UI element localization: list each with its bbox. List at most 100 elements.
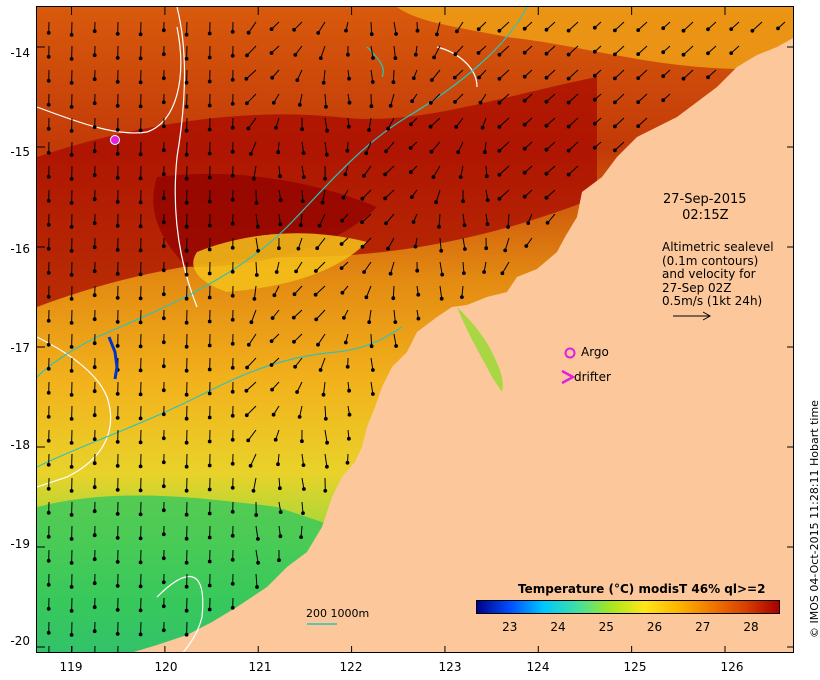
velocity-arrow-head (249, 320, 254, 325)
axis-ticks (37, 7, 793, 652)
velocity-arrow-head (566, 172, 571, 177)
velocity-arrow (315, 285, 326, 296)
velocity-arrow-head (506, 225, 511, 229)
velocity-arrow-head (207, 31, 212, 36)
velocity-arrow-head (207, 103, 212, 108)
velocity-arrow-head (138, 80, 143, 85)
drifter-track (107, 336, 119, 380)
velocity-arrow-head (462, 271, 466, 276)
velocity-arrow (504, 237, 510, 251)
velocity-arrow-head (161, 412, 166, 417)
temperature-colorbar (476, 600, 780, 614)
velocity-arrow-head (318, 56, 323, 60)
velocity-arrow-head (184, 560, 189, 565)
velocity-arrow-head (138, 224, 143, 229)
velocity-arrow-head (46, 126, 51, 131)
velocity-arrow-head (92, 365, 97, 370)
velocity-arrow-head (69, 417, 74, 421)
velocity-arrow-head (161, 172, 166, 177)
velocity-arrow-head (545, 220, 550, 225)
velocity-arrow-head (255, 585, 259, 589)
velocity-arrow (365, 285, 372, 298)
velocity-arrow-head (295, 78, 300, 82)
velocity-arrow-head (69, 177, 74, 181)
velocity-arrow-head (115, 440, 120, 444)
velocity-arrow (614, 45, 625, 55)
colorbar-tick-label: 24 (550, 620, 566, 634)
velocity-arrow (546, 141, 556, 151)
velocity-arrow-head (409, 122, 413, 127)
velocity-arrow-head (482, 270, 487, 274)
velocity-arrow-head (452, 75, 457, 80)
velocity-arrow-head (476, 27, 481, 32)
velocity-arrow-head (296, 246, 301, 251)
velocity-arrow (317, 21, 326, 34)
bathymetry-legend-label: 200 1000m (306, 607, 370, 620)
velocity-arrow-head (393, 56, 398, 60)
velocity-arrow-head (394, 32, 399, 36)
velocity-arrow (390, 261, 395, 274)
velocity-arrow-head (92, 509, 97, 514)
velocity-arrow-head (313, 292, 318, 297)
velocity-arrow (637, 93, 648, 103)
velocity-arrow-head (388, 103, 393, 108)
velocity-arrow-head (339, 242, 344, 246)
velocity-arrow-head (323, 416, 328, 421)
velocity-arrow-head (347, 388, 352, 393)
northeast-warm-area (397, 7, 793, 69)
velocity-arrow-head (256, 560, 261, 565)
velocity-arrow-head (230, 125, 235, 130)
velocity-arrow-head (340, 218, 345, 223)
credit-text: © IMOS 04-Oct-2015 11:28:11 Hobart time (808, 400, 820, 638)
velocity-arrow-head (613, 76, 617, 81)
colorbar-tick-label: 27 (695, 620, 711, 634)
velocity-arrow-head (207, 367, 212, 372)
velocity-arrow (387, 117, 395, 129)
velocity-arrow-head (161, 580, 166, 585)
velocity-arrow-head (46, 102, 51, 107)
velocity-arrow-head (138, 464, 143, 469)
legend-line: Altimetric sealevel (662, 240, 774, 254)
velocity-arrow-head (297, 103, 302, 107)
velocity-arrow-head (46, 438, 51, 443)
velocity-arrow-head (251, 176, 256, 181)
velocity-arrow (430, 93, 441, 104)
velocity-arrow-head (161, 148, 166, 153)
velocity-arrow-head (320, 200, 325, 205)
velocity-arrow-head (415, 268, 420, 273)
lat-tick-label: -15 (10, 145, 30, 159)
velocity-arrow-head (138, 152, 143, 157)
velocity-arrow-head (46, 390, 51, 395)
velocity-arrow-head (277, 246, 281, 251)
velocity-arrow-head (230, 77, 235, 82)
velocity-arrow-head (278, 510, 283, 515)
velocity-arrow-head (317, 223, 322, 228)
velocity-arrow (436, 21, 441, 35)
velocity-arrow (385, 141, 395, 152)
drifter-legend-label: drifter (574, 370, 611, 384)
velocity-arrow-head (161, 484, 166, 489)
velocity-arrow-head (230, 341, 235, 346)
velocity-arrow-head (138, 560, 143, 565)
velocity-arrow (322, 189, 326, 203)
velocity-arrow-head (254, 513, 259, 517)
velocity-arrow-head (485, 222, 490, 227)
velocity-arrow-head (230, 509, 235, 514)
velocity-arrow-head (416, 292, 421, 297)
velocity-arrow-head (566, 28, 571, 33)
warm-water-tongue (153, 173, 377, 267)
velocity-arrow-head (230, 149, 235, 154)
velocity-arrow-head (184, 128, 189, 133)
velocity-arrow-head (244, 388, 249, 393)
lat-tick-label: -14 (10, 46, 30, 60)
velocity-arrow-head (92, 389, 97, 394)
velocity-arrow-head (522, 146, 527, 151)
velocity-arrow-head (69, 57, 74, 61)
velocity-arrow-head (184, 200, 189, 205)
velocity-arrow-head (92, 77, 97, 82)
velocity-arrow-head (462, 223, 467, 228)
velocity-arrow (431, 141, 441, 152)
velocity-arrow-head (207, 319, 212, 324)
velocity-arrow-head (252, 297, 257, 301)
velocity-arrow-head (428, 124, 433, 129)
